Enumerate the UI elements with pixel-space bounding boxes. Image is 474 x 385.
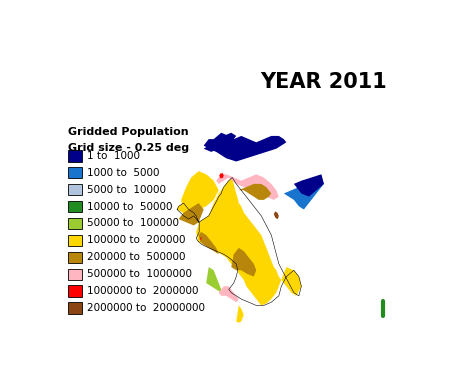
- Bar: [68, 269, 82, 280]
- Text: 1000000 to  2000000: 1000000 to 2000000: [87, 286, 198, 296]
- Polygon shape: [219, 173, 224, 178]
- Bar: [68, 235, 82, 246]
- Polygon shape: [236, 305, 244, 323]
- Text: 50000 to  100000: 50000 to 100000: [87, 218, 179, 228]
- Polygon shape: [216, 219, 256, 241]
- Text: 10000 to  50000: 10000 to 50000: [87, 202, 173, 212]
- Text: 500000 to  1000000: 500000 to 1000000: [87, 269, 192, 279]
- Bar: [68, 285, 82, 297]
- Bar: [68, 252, 82, 263]
- Polygon shape: [234, 184, 271, 200]
- Bar: [68, 201, 82, 212]
- Text: 1000 to  5000: 1000 to 5000: [87, 168, 159, 178]
- Text: Gridded Population: Gridded Population: [68, 127, 189, 137]
- Polygon shape: [274, 211, 279, 219]
- Bar: [68, 150, 82, 162]
- Polygon shape: [219, 286, 239, 302]
- Text: 1 to  1000: 1 to 1000: [87, 151, 140, 161]
- Polygon shape: [294, 174, 324, 197]
- Polygon shape: [200, 237, 201, 239]
- Text: 5000 to  10000: 5000 to 10000: [87, 185, 166, 195]
- Polygon shape: [284, 177, 324, 209]
- Polygon shape: [216, 174, 279, 200]
- Polygon shape: [204, 133, 236, 152]
- Text: 2000000 to  20000000: 2000000 to 20000000: [87, 303, 205, 313]
- Text: Grid size - 0.25 deg: Grid size - 0.25 deg: [68, 144, 190, 154]
- Polygon shape: [181, 171, 219, 216]
- Bar: [68, 218, 82, 229]
- Text: 100000 to  200000: 100000 to 200000: [87, 235, 185, 245]
- Polygon shape: [199, 232, 219, 254]
- Polygon shape: [179, 203, 204, 226]
- Polygon shape: [231, 248, 256, 277]
- Text: YEAR 2011: YEAR 2011: [260, 72, 387, 92]
- Bar: [68, 302, 82, 314]
- Bar: [68, 167, 82, 178]
- Text: 200000 to  500000: 200000 to 500000: [87, 252, 185, 262]
- Polygon shape: [206, 267, 224, 296]
- Polygon shape: [177, 177, 301, 305]
- Bar: [68, 184, 82, 195]
- Polygon shape: [204, 133, 286, 161]
